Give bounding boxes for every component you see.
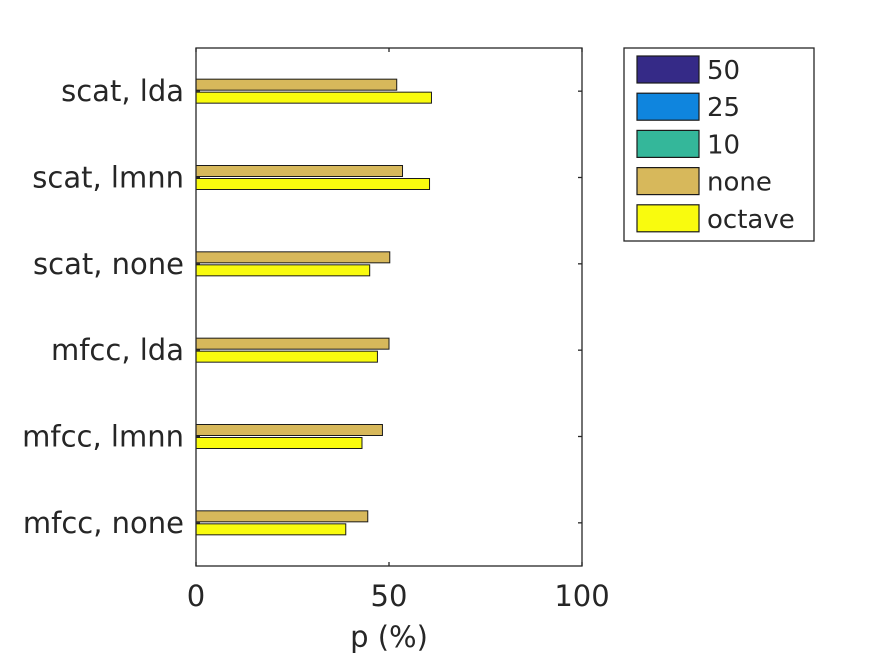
legend-swatch-10 [636, 129, 700, 158]
bar-scat-lmnn-octave [195, 178, 431, 190]
bar-mfcc-lda-octave [195, 350, 378, 363]
bar-mfcc-lmnn-none [195, 424, 383, 436]
x-axis-title: p (%) [350, 620, 428, 654]
x-tick-label-0: 0 [187, 579, 205, 613]
y-tick-labels: scat, lda scat, lmnn scat, none mfcc, lda mf… [22, 74, 184, 540]
y-tick-label-mfcc-lda: mfcc, lda [51, 333, 184, 367]
bar-mfcc-none-octave [195, 523, 347, 536]
bar-mfcc-lmnn-octave [195, 437, 363, 449]
bar-scat-none-none [195, 251, 391, 264]
legend-label-none: none [707, 168, 772, 198]
bars-group [195, 78, 432, 536]
legend-label-10: 10 [707, 130, 740, 160]
bar-scat-none-octave [195, 264, 371, 277]
y-tick-label-scat-lda: scat, lda [61, 74, 184, 108]
y-tick-label-mfcc-lmnn: mfcc, lmnn [22, 420, 184, 454]
x-tick-label-50: 50 [371, 579, 408, 613]
x-tick-label-100: 100 [554, 579, 609, 613]
legend-swatch-25 [636, 92, 700, 121]
y-tick-label-scat-none: scat, none [33, 247, 184, 281]
legend-swatch-50 [636, 55, 700, 84]
plot-area-frame [195, 47, 583, 567]
legend-label-25: 25 [707, 93, 740, 123]
bar-scat-lda-none [195, 78, 398, 91]
bar-scat-lmnn-none [195, 165, 404, 177]
x-tick-labels: 0 50 100 [187, 579, 610, 613]
bar-mfcc-lda-none [195, 337, 390, 350]
bar-mfcc-none-none [195, 510, 369, 523]
y-tick-label-scat-lmnn: scat, lmnn [32, 161, 184, 195]
tick-group [195, 48, 583, 566]
bar-scat-lda-octave [195, 91, 432, 104]
legend-swatch-none [636, 167, 700, 196]
legend-label-octave: octave [707, 205, 795, 235]
legend-label-50: 50 [707, 56, 740, 86]
legend-items: 50 25 10 none octave [636, 55, 795, 235]
y-tick-label-mfcc-none: mfcc, none [23, 506, 184, 540]
legend: 50 25 10 none octave [623, 47, 815, 242]
legend-swatch-octave [636, 204, 700, 233]
